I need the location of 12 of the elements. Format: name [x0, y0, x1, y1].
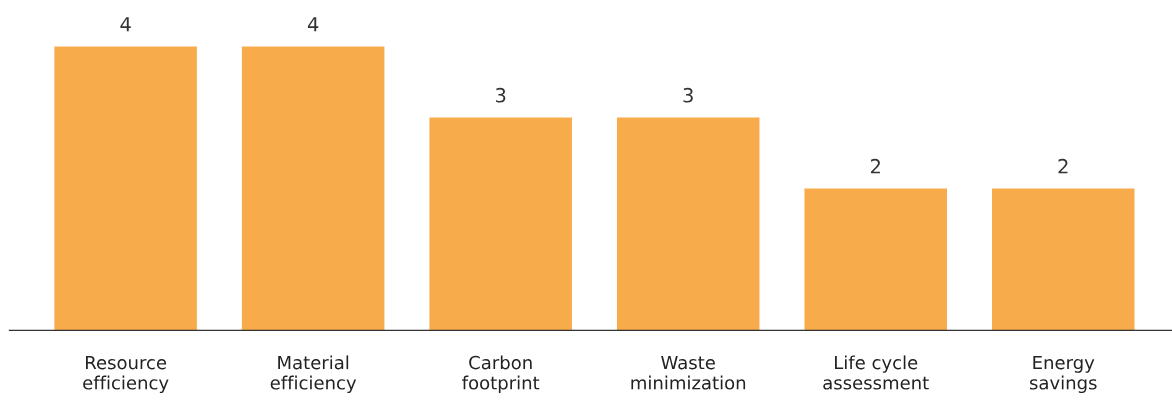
x-tick-label: Carbon footprint: [462, 355, 540, 394]
data-label: 4: [120, 17, 131, 32]
data-label: 3: [495, 87, 506, 103]
data-label: 2: [1058, 158, 1068, 174]
data-label: 4: [307, 17, 319, 32]
x-tick-label: Life cycle assessment: [823, 355, 929, 390]
data-label: 3: [683, 87, 693, 103]
x-tick-label: Material efficiency: [270, 355, 357, 394]
x-tick-label: Waste minimization: [631, 355, 746, 390]
x-tick-label: Energy savings: [1029, 355, 1097, 394]
data-label: 2: [870, 158, 880, 174]
x-tick-label: Resource efficiency: [83, 355, 169, 394]
